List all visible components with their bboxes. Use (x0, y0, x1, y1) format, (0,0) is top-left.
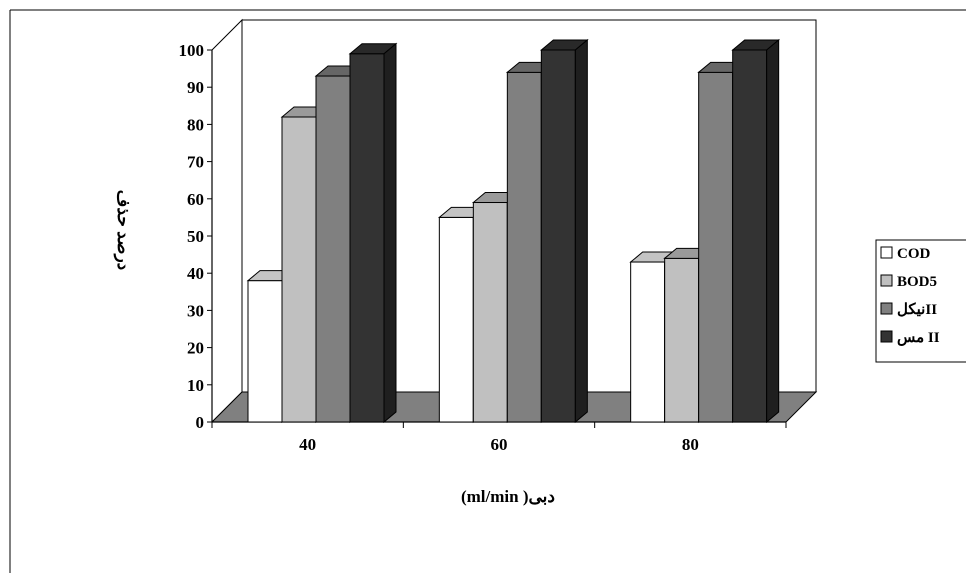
bar-front (349, 53, 385, 423)
y-tick-label: 20 (187, 339, 204, 358)
y-tick-label: 60 (187, 190, 204, 209)
bar-front (281, 116, 317, 423)
bar-front (630, 261, 666, 423)
bar-front (506, 71, 542, 423)
bar (348, 42, 398, 424)
legend-swatch (880, 330, 893, 343)
legend-label: COD (897, 246, 931, 262)
y-axis-label: درصد حذف (113, 190, 133, 270)
bar-front (247, 280, 283, 423)
bar-front (664, 257, 700, 423)
legend-swatch (880, 302, 893, 315)
x-axis-label: (ml/min )دبی (461, 487, 555, 506)
bar-front (472, 202, 508, 423)
x-tick-label: 80 (682, 435, 699, 454)
y-tick-label: 0 (196, 413, 205, 432)
x-axis: 40 60 80 (211, 421, 787, 454)
legend-swatch (880, 274, 893, 287)
side-wall (211, 18, 243, 424)
y-tick-label: 30 (187, 301, 204, 320)
legend-label: نیکلII (897, 302, 937, 318)
y-tick-label: 10 (187, 376, 204, 395)
y-axis: 0 10 20 30 40 50 60 70 80 90 100 (179, 41, 213, 432)
bar-front (698, 71, 734, 423)
legend: COD BOD5 نیکلII مس II (875, 239, 966, 363)
bar-front (540, 49, 576, 423)
y-tick-label: 40 (187, 264, 204, 283)
bar (539, 38, 589, 424)
legend-label: BOD5 (897, 274, 937, 290)
x-tick-label: 40 (299, 435, 316, 454)
legend-item: مس II (880, 330, 940, 346)
bar-side (383, 42, 397, 424)
legend-swatch (880, 246, 893, 259)
bar-front (732, 49, 768, 423)
legend-item: BOD5 (880, 274, 937, 290)
bar-front (438, 216, 474, 423)
legend-item: نیکلII (880, 302, 937, 318)
bars (246, 38, 781, 424)
bar-front (315, 75, 351, 423)
x-tick-label: 60 (491, 435, 508, 454)
y-tick-label: 70 (187, 153, 204, 172)
bar (731, 38, 781, 424)
legend-label: مس II (897, 330, 940, 346)
y-tick-label: 90 (187, 78, 204, 97)
legend-item: COD (880, 246, 931, 262)
y-tick-label: 80 (187, 115, 204, 134)
y-tick-label: 50 (187, 227, 204, 246)
bar-side (574, 38, 588, 424)
bar-side (766, 38, 780, 424)
y-tick-label: 100 (179, 41, 205, 60)
